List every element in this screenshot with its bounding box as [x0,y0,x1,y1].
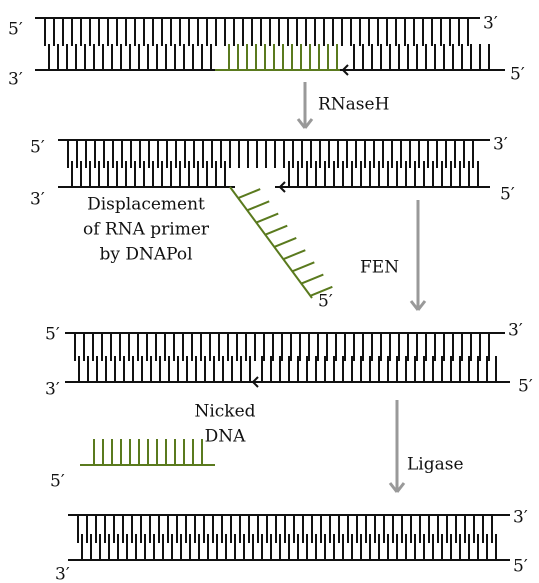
nick [279,181,286,188]
base [237,188,261,200]
end-label: 5′ [50,472,65,492]
end-label: 5′ [518,377,533,397]
annotation: DNA [205,427,247,447]
end-label: 3′ [483,14,498,34]
annotation: by DNAPol [99,245,192,265]
end-label: 5′ [510,65,525,85]
end-label: 5′ [8,20,23,40]
annotation: Nicked [194,402,255,422]
nick [342,64,349,71]
nick [252,376,259,383]
end-label: 3′ [493,135,508,155]
annotation: of RNA primer [83,220,210,240]
arrow [409,300,420,311]
nick [252,381,259,388]
flap [229,186,313,299]
step-label: Ligase [407,455,464,475]
end-label: 5′ [500,185,515,205]
arrow [296,118,307,129]
end-label: 5′ [30,138,45,158]
base [246,200,270,212]
base [264,224,288,236]
strands [35,17,510,561]
step-label: RNaseH [318,95,389,115]
annotation: Displacement [87,195,205,215]
nick [279,186,286,193]
end-label: 3′ [8,70,23,90]
step-label: FEN [360,258,399,278]
end-label: 3′ [45,380,60,400]
nick [342,69,349,76]
arrow [395,482,406,493]
end-label: 5′ [318,292,333,312]
end-label: 5′ [45,325,60,345]
base [282,249,306,261]
end-label: 3′ [55,565,70,583]
base [255,212,279,224]
base [273,237,297,248]
base [309,285,333,297]
base [300,273,324,285]
arrow [416,300,427,311]
end-label: 5′ [513,557,528,577]
arrow [388,482,399,493]
base [291,261,315,273]
end-label: 3′ [508,321,523,341]
arrow [303,118,314,129]
end-label: 3′ [30,190,45,210]
end-label: 3′ [513,508,528,528]
